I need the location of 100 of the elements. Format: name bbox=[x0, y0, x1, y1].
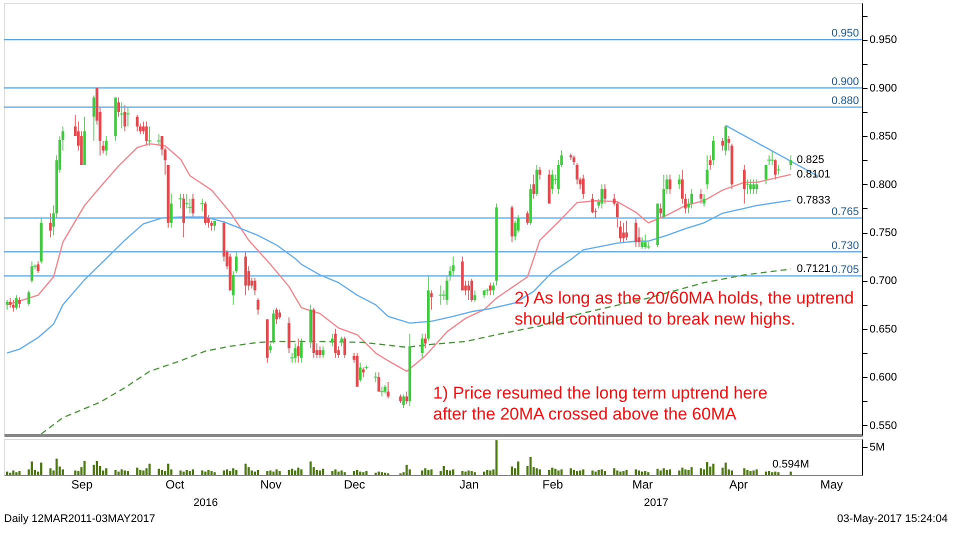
bar bbox=[706, 462, 708, 475]
candlestick bbox=[15, 294, 18, 310]
annotation: 1) Price resumed the long term uptrend here after the 20MA crossed above the 60MA bbox=[433, 383, 768, 424]
bar bbox=[182, 472, 185, 475]
y-tick-label: 0.800 bbox=[870, 178, 898, 191]
bar bbox=[6, 472, 8, 475]
bar bbox=[774, 472, 776, 475]
bar bbox=[15, 472, 18, 475]
candlestick bbox=[708, 154, 712, 170]
bar bbox=[591, 470, 594, 475]
bar bbox=[235, 470, 238, 475]
candlestick bbox=[204, 201, 207, 226]
bar bbox=[297, 468, 300, 475]
bar bbox=[619, 472, 622, 475]
bar bbox=[421, 470, 424, 475]
candlestick bbox=[532, 174, 536, 200]
candlestick bbox=[712, 136, 715, 166]
candlestick bbox=[424, 333, 427, 349]
bar bbox=[179, 470, 182, 475]
candlestick bbox=[300, 338, 303, 364]
bar bbox=[662, 468, 665, 475]
y-tick-label: 0.550 bbox=[870, 420, 898, 432]
bar bbox=[464, 472, 467, 475]
bar bbox=[470, 471, 473, 475]
x-tick-label: Apr bbox=[729, 478, 748, 492]
bar bbox=[489, 470, 492, 475]
ref-line-label: 0.900 bbox=[831, 76, 859, 88]
candlestick bbox=[742, 164, 746, 204]
x-tick-label: Nov bbox=[260, 478, 282, 492]
y-tick-label: 0.650 bbox=[870, 323, 898, 336]
candlestick bbox=[362, 367, 365, 378]
bar bbox=[214, 472, 216, 475]
candlestick bbox=[145, 121, 148, 146]
candlestick bbox=[92, 95, 96, 142]
candlestick bbox=[36, 261, 40, 274]
candlestick bbox=[322, 346, 324, 358]
bar bbox=[310, 462, 312, 475]
candlestick bbox=[764, 164, 768, 185]
bar bbox=[222, 470, 226, 475]
bar bbox=[318, 470, 322, 475]
bar bbox=[678, 470, 680, 475]
candlestick bbox=[749, 179, 752, 194]
bar bbox=[167, 464, 170, 475]
bar bbox=[749, 471, 752, 475]
candlestick bbox=[467, 280, 470, 300]
bar bbox=[74, 470, 76, 475]
bar bbox=[510, 466, 514, 475]
candlestick bbox=[343, 336, 346, 358]
bar bbox=[83, 460, 86, 475]
bar bbox=[660, 470, 662, 475]
bar bbox=[124, 470, 126, 475]
bar bbox=[142, 470, 144, 475]
bar bbox=[777, 472, 780, 475]
candlestick bbox=[405, 391, 408, 405]
bar bbox=[248, 467, 250, 475]
y-tick-label: 0.900 bbox=[870, 82, 898, 94]
x-tick-label: Sep bbox=[71, 478, 93, 492]
data-label: 0.7833 bbox=[796, 194, 830, 206]
candlestick bbox=[430, 290, 433, 310]
bar bbox=[40, 462, 42, 475]
bar bbox=[294, 470, 296, 475]
bar bbox=[201, 470, 204, 475]
bar bbox=[118, 472, 120, 475]
bar bbox=[622, 471, 625, 475]
candlestick bbox=[634, 218, 638, 248]
y-tick-label: 0.950 bbox=[870, 34, 898, 46]
bar bbox=[210, 471, 213, 475]
bar bbox=[551, 468, 554, 475]
candlestick bbox=[330, 333, 334, 347]
bar bbox=[408, 469, 411, 475]
bar bbox=[461, 471, 464, 475]
candlestick bbox=[234, 251, 238, 274]
bar bbox=[126, 471, 129, 475]
bar bbox=[638, 470, 640, 475]
text: Daily 12MAR2011-03MAY2017 bbox=[4, 513, 156, 525]
candlestick bbox=[104, 136, 108, 156]
bar bbox=[192, 469, 194, 475]
bar bbox=[340, 470, 343, 475]
candlestick bbox=[420, 333, 424, 358]
bar bbox=[96, 460, 98, 475]
annotation: 0.825 bbox=[796, 154, 824, 166]
bar bbox=[229, 471, 232, 475]
bar bbox=[139, 470, 142, 475]
candlestick bbox=[178, 194, 183, 209]
ref-line-label: 0.880 bbox=[831, 95, 859, 108]
bar bbox=[77, 471, 80, 475]
ref-line-label: 0.705 bbox=[831, 264, 859, 276]
text: 2017 bbox=[644, 497, 668, 509]
bar bbox=[272, 472, 275, 475]
candlestick bbox=[438, 285, 443, 306]
y-tick-label: 0.750 bbox=[870, 227, 898, 239]
candlestick bbox=[550, 169, 554, 194]
ref-line-label: 0.950 bbox=[831, 28, 859, 40]
bar bbox=[536, 468, 538, 475]
bar bbox=[92, 464, 95, 475]
x-tick-label: May bbox=[820, 478, 843, 492]
candlestick bbox=[275, 307, 278, 325]
candlestick bbox=[572, 154, 576, 166]
bar bbox=[486, 470, 488, 475]
candlestick bbox=[706, 154, 708, 190]
